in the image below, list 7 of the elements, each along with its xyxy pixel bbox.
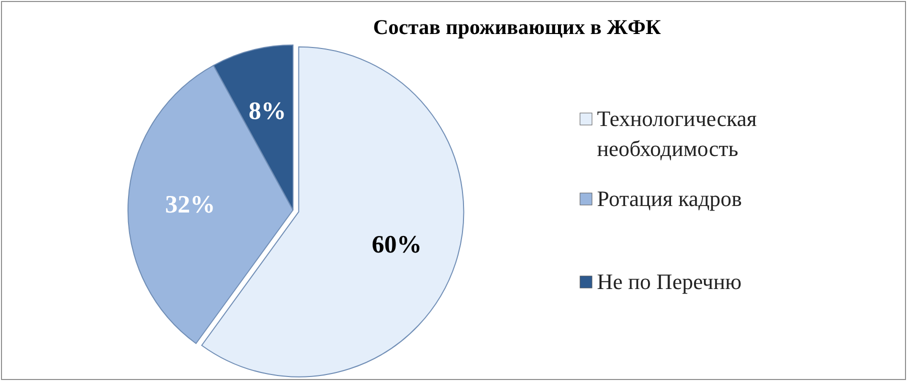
legend-label: Технологическая необходимость (597, 106, 757, 161)
data-label: 8% (248, 98, 286, 125)
data-label: 32% (165, 191, 216, 218)
chart-title: Состав проживающих в ЖФК (373, 15, 662, 39)
legend-label: Ротация кадров (597, 186, 742, 211)
legend-label: Не по Перечню (597, 269, 742, 294)
data-label: 60% (372, 231, 422, 258)
